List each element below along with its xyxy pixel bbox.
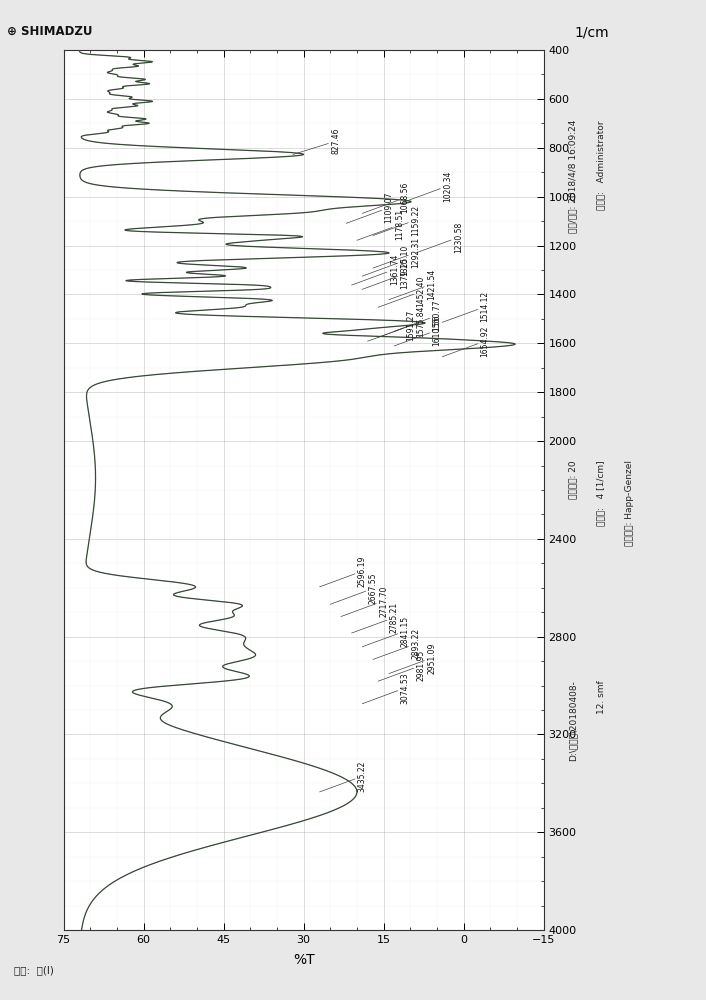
Text: 扫描次数: 20: 扫描次数: 20 [568, 460, 578, 499]
Text: 2717.70: 2717.70 [341, 585, 388, 617]
Text: 1361.74: 1361.74 [352, 254, 399, 285]
Text: D:\袁紫军\20180408-: D:\袁紫军\20180408- [568, 680, 578, 761]
Text: 用户名:   Administrator: 用户名: Administrator [597, 120, 606, 210]
Text: 1109.07: 1109.07 [346, 192, 393, 223]
Text: 2893.22: 2893.22 [373, 628, 420, 659]
Text: 2841.15: 2841.15 [362, 616, 409, 647]
Text: 2596.19: 2596.19 [320, 555, 366, 587]
Text: 1610.56: 1610.56 [394, 315, 441, 346]
Text: 827.46: 827.46 [293, 128, 340, 154]
Text: 1020.34: 1020.34 [405, 170, 452, 202]
Text: 1325.10: 1325.10 [362, 245, 409, 276]
Text: 日期/时间: 2018/4/8 16:09:24: 日期/时间: 2018/4/8 16:09:24 [568, 120, 578, 233]
Text: 2667.55: 2667.55 [330, 573, 378, 604]
Text: 1159.22: 1159.22 [373, 204, 420, 236]
Text: 1178.51: 1178.51 [357, 209, 404, 240]
Text: 1292.31: 1292.31 [373, 237, 420, 268]
Text: 3435.22: 3435.22 [320, 761, 366, 792]
Text: 12. smf: 12. smf [597, 680, 606, 714]
Text: 注释:  根(l): 注释: 根(l) [14, 965, 54, 975]
Y-axis label: 1/cm: 1/cm [574, 25, 609, 39]
Text: 2785.21: 2785.21 [352, 602, 399, 633]
Text: 切趾函数: Happ-Genzel: 切趾函数: Happ-Genzel [625, 460, 634, 546]
Text: 1654.92: 1654.92 [442, 325, 489, 357]
Text: 分辨率:   4 [1/cm]: 分辨率: 4 [1/cm] [597, 460, 606, 526]
Text: 1452.40: 1452.40 [378, 276, 426, 307]
Text: 1379.10: 1379.10 [362, 258, 409, 289]
Text: 1550.77: 1550.77 [394, 300, 441, 331]
Text: 2951.09: 2951.09 [389, 642, 436, 674]
Text: ⊕ SHIMADZU: ⊕ SHIMADZU [7, 25, 92, 38]
Text: 1421.54: 1421.54 [389, 268, 436, 300]
Text: 1230.58: 1230.58 [416, 222, 462, 253]
Text: 1591.27: 1591.27 [368, 310, 414, 341]
Text: 2981.95: 2981.95 [378, 650, 426, 681]
Text: 3074.53: 3074.53 [362, 672, 409, 704]
Text: 1575.84: 1575.84 [378, 306, 426, 337]
Text: 1514.12: 1514.12 [442, 291, 489, 322]
Text: 1068.56: 1068.56 [362, 182, 409, 213]
X-axis label: %T: %T [293, 953, 314, 967]
